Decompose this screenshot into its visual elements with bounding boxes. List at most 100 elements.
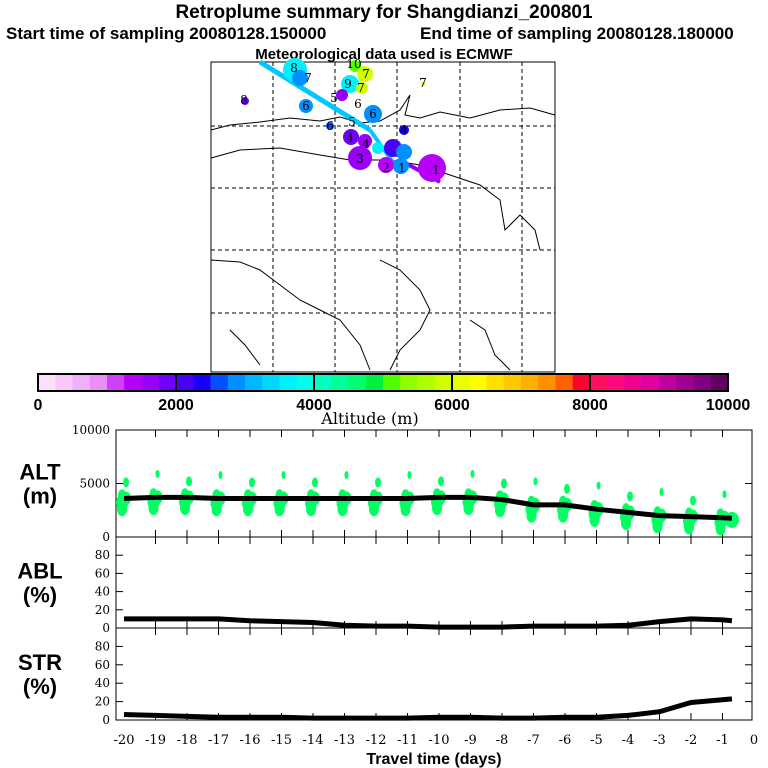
colorbar-swatch — [331, 374, 349, 391]
altitude-point — [249, 477, 255, 488]
colorbar-tick-label: 2000 — [158, 397, 194, 414]
y-axis-label: ABL — [17, 559, 62, 584]
x-tick-label: -8 — [496, 733, 509, 748]
colorbar-swatch — [210, 374, 229, 391]
altitude-point — [470, 469, 475, 478]
map-label: 8 — [240, 93, 248, 107]
x-tick-label: -5 — [590, 733, 603, 748]
x-tick-label: -11 — [397, 733, 418, 748]
altitude-point — [180, 501, 190, 516]
y-axis-label: STR — [18, 650, 62, 675]
colorbar-swatch — [693, 374, 712, 391]
plume-marker — [292, 70, 308, 86]
x-tick-label: -10 — [429, 733, 450, 748]
map-label: 5 — [348, 115, 356, 129]
map-label: 4 — [362, 137, 370, 151]
plume-marker — [348, 146, 372, 170]
map-label: 9 — [344, 77, 352, 91]
x-tick-label: -1 — [716, 733, 729, 748]
colorbar-tick-label: 6000 — [434, 397, 470, 414]
altitude-point — [659, 488, 664, 497]
x-tick-label: -9 — [464, 733, 477, 748]
altitude-point — [533, 477, 538, 486]
map-label: 3 — [356, 152, 364, 166]
x-tick-label: -13 — [334, 733, 355, 748]
colorbar-swatch — [624, 374, 643, 391]
altitude-point — [438, 476, 444, 487]
colorbar-swatch — [296, 374, 315, 391]
colorbar-swatch — [452, 374, 470, 391]
altitude-point — [400, 502, 411, 517]
series-line-str — [123, 696, 733, 721]
altitude-point — [274, 502, 285, 517]
plume-marker — [358, 134, 372, 148]
map-label: 7 — [357, 81, 365, 95]
y-axis-label: (%) — [23, 583, 57, 608]
map-label: 10 — [346, 57, 361, 71]
y-axis-label: ALT — [19, 460, 61, 485]
map-label: 1 — [432, 163, 440, 177]
colorbar-label: Altitude (m) — [320, 409, 418, 428]
map-label: 7 — [419, 76, 427, 90]
y-tick-label: 40 — [95, 676, 110, 690]
x-tick-label: -7 — [527, 733, 540, 748]
y-tick-label: 80 — [95, 639, 110, 653]
plume-marker — [421, 82, 425, 86]
colorbar-swatch — [434, 374, 453, 391]
colorbar-swatch — [641, 374, 660, 391]
y-tick-label: 10000 — [72, 423, 110, 437]
altitude-point — [306, 502, 316, 517]
x-tick-label: -16 — [240, 733, 261, 748]
plume-marker — [393, 158, 409, 174]
altitude-point — [375, 477, 381, 488]
plume-marker — [399, 125, 409, 135]
altitude-point — [148, 501, 159, 516]
map-label: 2 — [382, 161, 390, 175]
plume-marker — [343, 129, 359, 145]
x-tick-label: 0 — [750, 733, 758, 748]
colorbar-swatch — [365, 374, 384, 391]
plume-marker — [356, 82, 368, 94]
y-tick-label: 5000 — [79, 477, 110, 491]
colorbar-swatch — [141, 374, 160, 391]
y-tick-label: 80 — [95, 548, 110, 562]
colorbar-swatch — [676, 374, 694, 391]
x-tick-label: -20 — [114, 733, 135, 748]
panel-alt: 0 5000 10000 ALT(m) — [19, 423, 753, 544]
map-label: 4 — [400, 123, 408, 137]
altitude-point — [123, 477, 129, 488]
y-tick-label: 20 — [95, 695, 110, 709]
plume-marker — [349, 60, 361, 72]
colorbar-swatch — [710, 374, 729, 391]
x-tick-label: -15 — [271, 733, 292, 748]
colorbar-swatch — [607, 374, 625, 391]
colorbar-swatch — [227, 374, 246, 391]
plume-marker — [241, 97, 249, 105]
colorbar-swatch — [38, 374, 56, 391]
altitude-point — [558, 508, 568, 523]
altitude-point — [501, 478, 507, 489]
altitude-point — [407, 470, 412, 479]
colorbar-swatch — [503, 374, 522, 391]
map-label: 6 — [326, 119, 334, 133]
map-label: 4 — [346, 131, 354, 145]
altitude-point — [722, 490, 727, 499]
altitude-point — [621, 516, 631, 531]
colorbar-swatch — [590, 374, 608, 391]
map-label: 6 — [354, 97, 362, 111]
y-tick-label: 0 — [102, 530, 110, 544]
altitude-point — [596, 481, 601, 490]
plume-marker — [357, 66, 373, 82]
plume-marker — [341, 75, 359, 93]
altitude-point — [155, 469, 160, 478]
altitude-point — [526, 508, 537, 523]
y-tick-label: 0 — [102, 621, 110, 635]
colorbar-tick-label: 8000 — [572, 397, 608, 414]
colorbar-swatch — [55, 374, 73, 391]
map-frame — [210, 61, 556, 373]
altitude-point — [186, 476, 192, 487]
altitude-point — [564, 483, 570, 494]
